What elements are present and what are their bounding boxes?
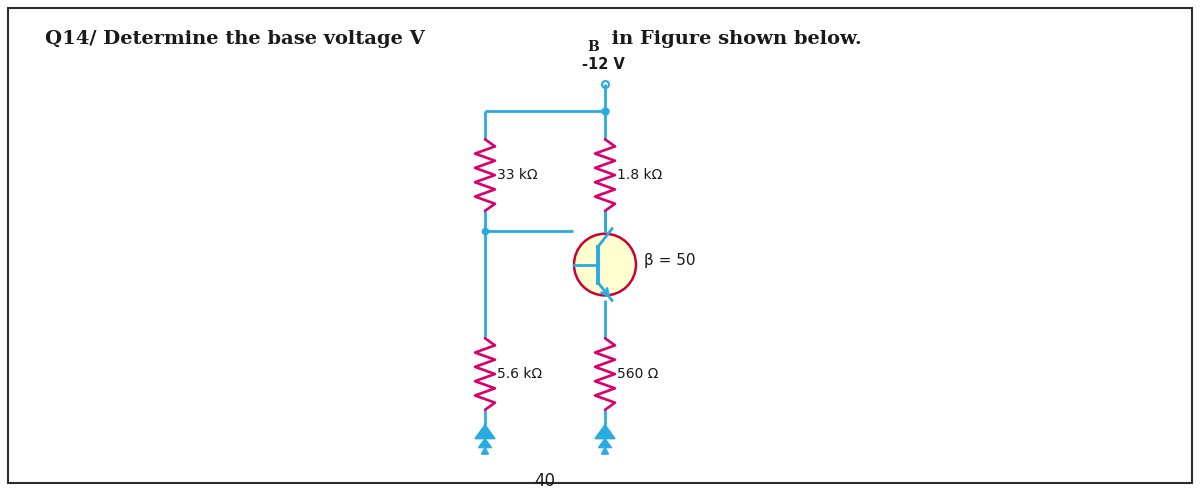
Text: Q14/ Determine the base voltage V: Q14/ Determine the base voltage V: [46, 30, 425, 48]
Polygon shape: [595, 425, 616, 439]
Text: 5.6 kΩ: 5.6 kΩ: [497, 367, 542, 381]
Polygon shape: [481, 448, 488, 454]
Text: 1.8 kΩ: 1.8 kΩ: [617, 168, 662, 182]
Text: 40: 40: [534, 471, 556, 490]
Circle shape: [574, 234, 636, 295]
Text: B: B: [587, 40, 599, 54]
Polygon shape: [479, 439, 492, 448]
Text: β = 50: β = 50: [644, 253, 696, 268]
Text: 33 kΩ: 33 kΩ: [497, 168, 538, 182]
Text: -12 V: -12 V: [582, 57, 624, 72]
Polygon shape: [599, 439, 612, 448]
FancyBboxPatch shape: [8, 8, 1192, 484]
Text: in Figure shown below.: in Figure shown below.: [605, 30, 862, 48]
Text: 560 Ω: 560 Ω: [617, 367, 659, 381]
Polygon shape: [475, 425, 494, 439]
Polygon shape: [601, 448, 608, 454]
